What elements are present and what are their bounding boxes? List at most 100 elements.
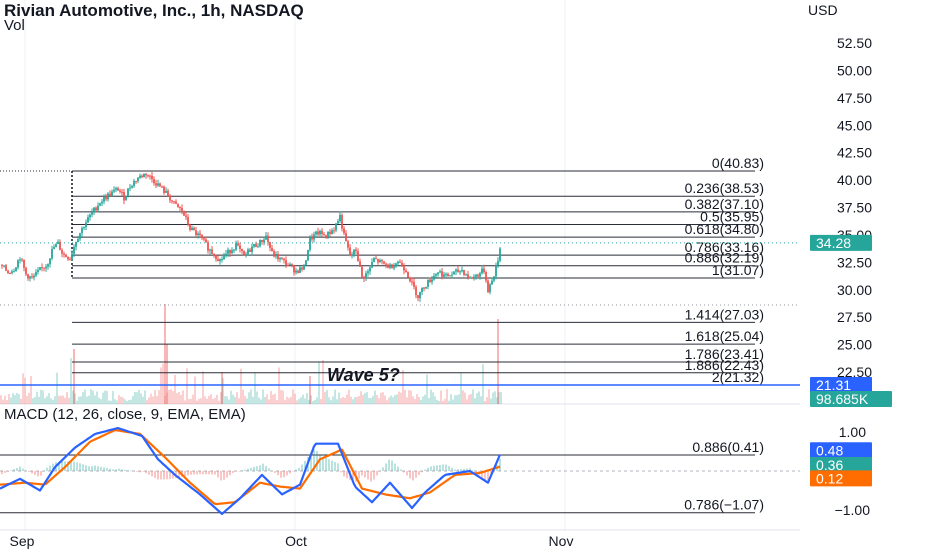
fib-level-label: 0(40.83) [712, 155, 764, 171]
grid [0, 0, 800, 531]
macd-histogram-bar [409, 471, 411, 479]
volume-bar [130, 399, 132, 404]
volume-bar [56, 372, 58, 404]
axes: 52.5050.0047.5045.0042.5040.0037.5035.00… [10, 35, 873, 549]
volume-bar [94, 395, 96, 404]
candle-body [441, 271, 443, 277]
candle-body [3, 265, 5, 267]
volume-bar [138, 389, 140, 404]
volume-bar [132, 396, 134, 404]
candle-body [19, 259, 21, 261]
macd-histogram-bar [160, 471, 162, 480]
macd-histogram-bar [67, 461, 69, 471]
volume-bar [216, 394, 218, 404]
candle-body [301, 267, 303, 270]
candle-body [297, 270, 299, 273]
volume-bar [48, 393, 50, 404]
volume-bar [458, 394, 460, 404]
volume-bar [120, 396, 122, 404]
candle-body [451, 274, 453, 276]
candle-body [463, 269, 465, 275]
macd-histogram-bar [364, 471, 366, 478]
candle-body [313, 234, 315, 240]
price-tick-label: 22.50 [837, 364, 872, 380]
volume-spike-bar [164, 304, 166, 404]
macd-histogram-bar [241, 470, 243, 471]
fib-level-label: 1.618(25.04) [685, 328, 764, 344]
volume-bar [196, 400, 198, 404]
candle-body [357, 251, 359, 262]
wave-annotation[interactable]: Wave 5? [327, 365, 400, 385]
macd-histogram-bar [235, 471, 237, 472]
volume-bar [238, 398, 240, 404]
fib-level-label: 1.414(27.03) [685, 306, 764, 322]
candle-body [69, 259, 71, 261]
candle-body [227, 249, 229, 254]
volume-bar [198, 398, 200, 404]
candle-body [255, 244, 257, 247]
candle-body [109, 193, 111, 197]
volume-bar [98, 397, 100, 404]
axis-badge [810, 456, 872, 473]
candle-body [97, 205, 99, 211]
candle-body [205, 239, 207, 243]
volume-bar [286, 396, 288, 404]
axis-badge [810, 377, 872, 394]
macd-histogram-bar [190, 471, 192, 475]
candle-body [399, 261, 401, 263]
candle-body [479, 273, 481, 277]
volume-bar [328, 397, 330, 404]
volume-bar [380, 392, 382, 404]
volume-bar [280, 389, 282, 404]
volume-bar [414, 398, 416, 404]
volume-bar [284, 399, 286, 404]
candle-body [411, 281, 413, 283]
time-label: Oct [285, 533, 307, 549]
macd-histogram-bar [163, 471, 165, 480]
volume-bar [168, 390, 170, 404]
volume-bar [114, 399, 116, 404]
macd-histogram-bar [145, 471, 147, 474]
volume-bar [308, 399, 310, 404]
volume-bar [430, 389, 432, 404]
macd-histogram-bar [10, 470, 12, 471]
candle-body [223, 256, 225, 260]
macd-histogram-bar [457, 469, 459, 471]
candle-body [475, 274, 477, 277]
macd-histogram-bar [223, 471, 225, 480]
volume-bar [474, 398, 476, 404]
volume-bar [30, 376, 32, 404]
candle-body [269, 241, 271, 248]
macd-histogram-bar [475, 471, 477, 473]
volume-bar [162, 363, 164, 404]
candle-body [465, 274, 467, 276]
volume-bar [236, 392, 238, 404]
volume-bar [80, 396, 82, 404]
volume-bar [400, 392, 402, 404]
candle-body [59, 241, 61, 250]
macd-histogram-bar [487, 471, 489, 484]
volume-bar [68, 397, 70, 404]
volume-bar [496, 397, 498, 404]
volume-bar [332, 396, 334, 404]
volume-bar [72, 390, 74, 404]
macd-histogram-bar [121, 469, 123, 471]
volume-bar [210, 394, 212, 404]
price-tick-label: 30.00 [837, 282, 872, 298]
candle-body [149, 175, 151, 177]
macd-histogram-bar [277, 471, 279, 476]
macd-histogram-bar [100, 466, 102, 471]
macd-histogram-bar [13, 469, 15, 471]
macd-histogram-bar [304, 460, 306, 471]
macd-histogram-bar [334, 462, 336, 471]
candle-body [403, 266, 405, 271]
candle-body [213, 253, 215, 256]
volume-bar [412, 396, 414, 404]
candle-body [243, 251, 245, 256]
candle-body [143, 173, 145, 178]
fib-retracement[interactable]: 0(40.83) 0.236(38.53)0.382(37.10)0.5(35.9… [0, 155, 800, 386]
candle-body [367, 271, 369, 274]
candle-body [443, 274, 445, 277]
macd-histogram-bar [73, 461, 75, 471]
